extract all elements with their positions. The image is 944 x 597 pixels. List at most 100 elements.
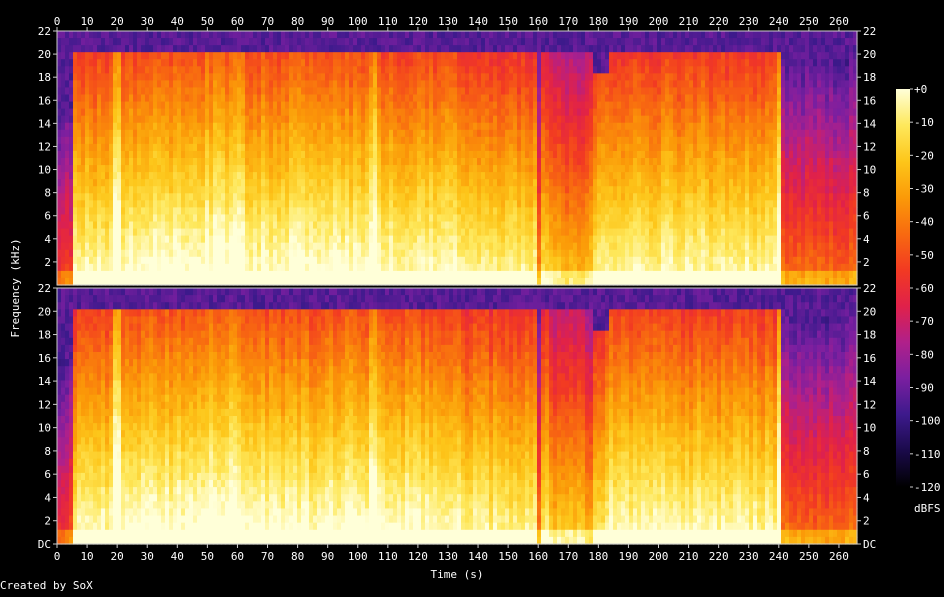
spectrogram-cell: [453, 222, 458, 230]
spectrogram-cell: [369, 200, 374, 208]
spectrogram-cell: [77, 87, 82, 95]
spectrogram-cell: [417, 87, 422, 95]
spectrogram-cell: [601, 278, 606, 286]
spectrogram-cell: [585, 243, 590, 251]
spectrogram-cell: [89, 158, 94, 166]
spectrogram-cell: [501, 137, 506, 145]
spectrogram-cell: [389, 236, 394, 244]
spectrogram-cell: [517, 95, 522, 103]
spectrogram-cell: [581, 130, 586, 138]
spectrogram-cell: [229, 257, 234, 265]
spectrogram-cell: [529, 250, 534, 258]
spectrogram-cell: [305, 38, 310, 46]
spectrogram-cell: [113, 193, 118, 201]
spectrogram-cell: [253, 250, 258, 258]
spectrogram-cell: [513, 222, 518, 230]
spectrogram-cell: [577, 264, 582, 272]
spectrogram-cell: [449, 80, 454, 88]
spectrogram-cell: [433, 151, 438, 159]
spectrogram-cell: [397, 130, 402, 138]
spectrogram-cell: [493, 95, 498, 103]
spectrogram-cell: [445, 193, 450, 201]
spectrogram-cell: [425, 59, 430, 67]
spectrogram-cell: [109, 31, 114, 39]
spectrogram-cell: [397, 123, 402, 131]
spectrogram-cell: [533, 109, 538, 117]
spectrogram-cell: [557, 123, 562, 131]
spectrogram-cell: [93, 73, 98, 81]
spectrogram-cell: [261, 45, 266, 53]
spectrogram-cell: [113, 200, 118, 208]
spectrogram-cell: [381, 102, 386, 110]
spectrogram-cell: [497, 200, 502, 208]
spectrogram-cell: [469, 123, 474, 131]
spectrogram-cell: [369, 165, 374, 173]
spectrogram-cell: [145, 214, 150, 222]
spectrogram-cell: [517, 73, 522, 81]
spectrogram-cell: [309, 222, 314, 230]
spectrogram-cell: [405, 38, 410, 46]
spectrogram-cell: [157, 250, 162, 258]
spectrogram-cell: [81, 165, 86, 173]
spectrogram-cell: [325, 59, 330, 67]
spectrogram-cell: [561, 123, 566, 131]
spectrogram-cell: [121, 264, 126, 272]
spectrogram-cell: [385, 137, 390, 145]
spectrogram-cell: [85, 229, 90, 237]
spectrogram-cell: [185, 214, 190, 222]
spectrogram-cell: [509, 271, 514, 279]
spectrogram-cell: [605, 186, 610, 194]
spectrogram-cell: [261, 109, 266, 117]
spectrogram-cell: [269, 214, 274, 222]
spectrogram-cell: [177, 73, 182, 81]
spectrogram-cell: [293, 130, 298, 138]
spectrogram-cell: [529, 257, 534, 265]
spectrogram-cell: [373, 102, 378, 110]
spectrogram-cell: [253, 45, 258, 53]
spectrogram-cell: [173, 80, 178, 88]
spectrogram-cell: [461, 87, 466, 95]
spectrogram-cell: [461, 80, 466, 88]
spectrogram-cell: [517, 278, 522, 286]
spectrogram-cell: [321, 137, 326, 145]
spectrogram-cell: [89, 229, 94, 237]
spectrogram-cell: [285, 123, 290, 131]
spectrogram-cell: [57, 207, 62, 215]
spectrogram-cell: [489, 243, 494, 251]
spectrogram-cell: [121, 52, 126, 60]
spectrogram-cell: [433, 250, 438, 258]
spectrogram-cell: [433, 59, 438, 67]
spectrogram-cell: [585, 59, 590, 67]
spectrogram-cell: [537, 137, 542, 145]
spectrogram-cell: [517, 271, 522, 279]
spectrogram-cell: [441, 151, 446, 159]
spectrogram-cell: [313, 102, 318, 110]
spectrogram-cell: [345, 172, 350, 180]
spectrogram-cell: [505, 158, 510, 166]
spectrogram-cell: [145, 31, 150, 39]
spectrogram-cell: [313, 257, 318, 265]
spectrogram-cell: [433, 95, 438, 103]
spectrogram-cell: [565, 229, 570, 237]
spectrogram-cell: [513, 158, 518, 166]
spectrogram-cell: [249, 45, 254, 53]
spectrogram-cell: [601, 214, 606, 222]
spectrogram-cell: [489, 165, 494, 173]
spectrogram-cell: [333, 222, 338, 230]
spectrogram-cell: [181, 73, 186, 81]
spectrogram-cell: [541, 186, 546, 194]
spectrogram-cell: [293, 80, 298, 88]
spectrogram-cell: [301, 52, 306, 60]
spectrogram-cell: [313, 151, 318, 159]
spectrogram-cell: [257, 200, 262, 208]
spectrogram-cell: [309, 102, 314, 110]
spectrogram-cell: [429, 102, 434, 110]
spectrogram-cell: [433, 45, 438, 53]
spectrogram-cell: [565, 179, 570, 187]
spectrogram-cell: [413, 45, 418, 53]
spectrogram-cell: [589, 214, 594, 222]
spectrogram-cell: [289, 264, 294, 272]
spectrogram-cell: [601, 229, 606, 237]
spectrogram-cell: [85, 243, 90, 251]
spectrogram-cell: [241, 214, 246, 222]
